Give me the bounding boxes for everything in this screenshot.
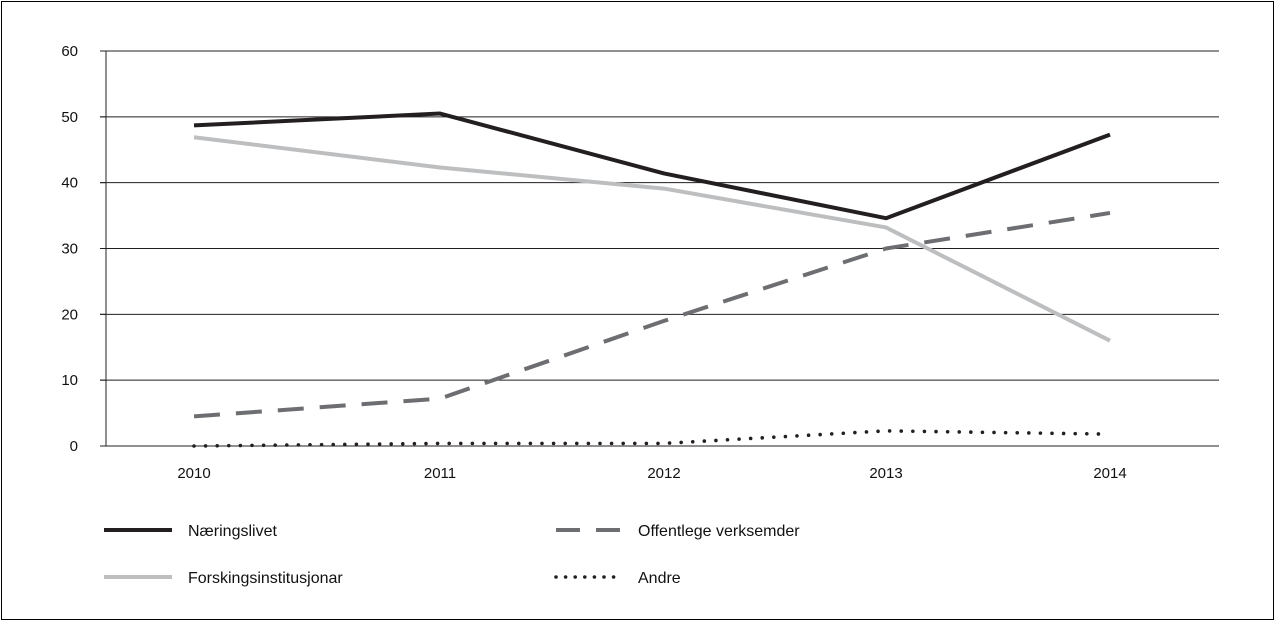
series-line-naeringslivet [193, 111, 1111, 221]
legend-label: Næringslivet [188, 523, 277, 540]
legend-label: Offentlege verksemder [638, 523, 800, 540]
legend-item-andre: Andre [554, 570, 681, 587]
x-tick-label: 2014 [1093, 465, 1126, 482]
x-tick-label: 2012 [647, 465, 680, 482]
series-line-offentlege-verksemder [193, 210, 1111, 419]
y-tick-label: 40 [61, 175, 78, 192]
x-tick-label: 2010 [177, 465, 210, 482]
gridlines [100, 50, 1219, 381]
legend-item-naeringslivet: Næringslivet [104, 523, 277, 540]
y-tick-label: 30 [61, 241, 78, 258]
legend-item-offentlege-verksemder: Offentlege verksemder [556, 523, 800, 540]
series-line-andre [192, 429, 1112, 448]
legend-label: Andre [638, 570, 681, 587]
series-line-forskingsinstitusjonar [193, 135, 1111, 343]
x-tick-label: 2013 [869, 465, 902, 482]
y-tick-label: 0 [70, 438, 78, 455]
x-tick-labels: 2010 2011 2012 2013 2014 [177, 465, 1126, 482]
legend-item-forskingsinstitusjonar: Forskingsinstitusjonar [104, 570, 343, 587]
legend: Næringslivet Offentlege verksemder Forskin… [104, 523, 800, 587]
y-tick-label: 60 [61, 43, 78, 60]
y-tick-labels: 0 10 20 30 40 50 60 [61, 43, 78, 455]
x-tick-label: 2011 [424, 465, 456, 482]
series-lines [192, 111, 1112, 448]
y-tick-label: 50 [61, 109, 78, 126]
legend-label: Forskingsinstitusjonar [188, 570, 343, 587]
y-tick-label: 20 [61, 306, 78, 323]
y-tick-label: 10 [61, 372, 78, 389]
